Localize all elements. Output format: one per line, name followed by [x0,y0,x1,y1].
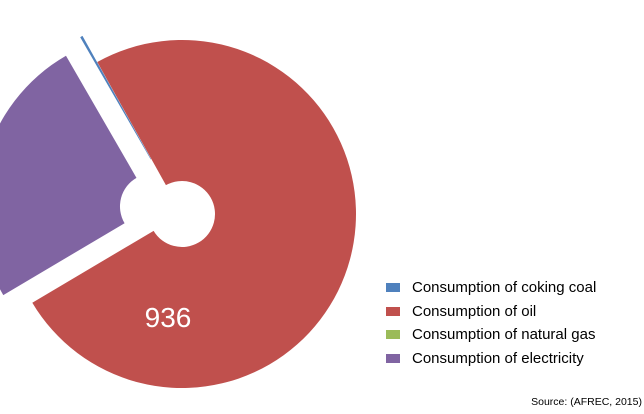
legend-item-oil: Consumption of oil [386,300,596,324]
pie-slices [0,35,356,389]
legend-swatch-natural-gas [386,330,400,340]
legend-item-natural-gas: Consumption of natural gas [386,323,596,347]
legend-label-coking-coal: Consumption of coking coal [412,279,597,297]
legend-swatch-oil [386,306,400,316]
source-note: Source: (AFREC, 2015) [531,396,642,408]
pie-slice-oil [32,40,356,389]
legend: Consumption of coking coal Consumption o… [386,276,596,370]
legend-label-electricity: Consumption of electricity [412,349,584,367]
pie-slice-electricity [0,55,137,296]
oil-data-label: 936 [145,302,192,333]
pie-slice-coking-coal [80,35,152,160]
legend-item-coking-coal: Consumption of coking coal [386,276,596,300]
legend-swatch-coking-coal [386,283,400,293]
legend-label-natural-gas: Consumption of natural gas [412,326,596,344]
legend-swatch-electricity [386,353,400,363]
legend-label-oil: Consumption of oil [412,302,537,320]
legend-item-electricity: Consumption of electricity [386,347,596,371]
